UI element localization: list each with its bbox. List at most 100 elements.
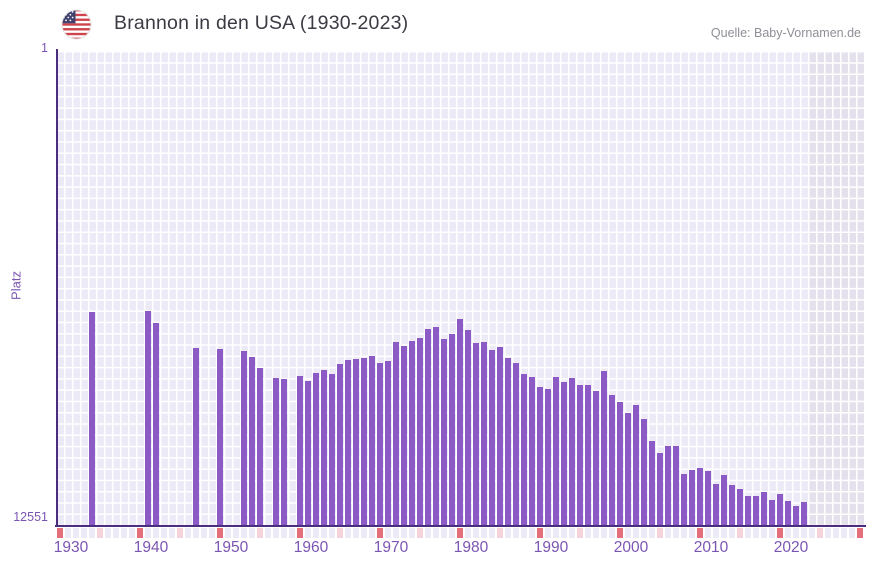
- bar-1964: [328, 374, 336, 525]
- bar-1991: [544, 388, 552, 525]
- ribbon-cell-1958: [280, 528, 288, 538]
- ribbon-cell-1931: [64, 528, 72, 538]
- ribbon-cell-1974: [408, 528, 416, 538]
- bar-1998: [600, 371, 608, 525]
- x-tick-label-2000: 2000: [613, 539, 649, 556]
- bar-1986: [504, 357, 512, 525]
- ribbon-cell-1963: [320, 528, 328, 538]
- ribbon-cell-1998: [600, 528, 608, 538]
- ribbon-cell-1993: [560, 528, 568, 538]
- ribbon-cell-2020: [776, 528, 784, 538]
- bar-1953: [240, 351, 248, 525]
- ribbon-cell-2005: [656, 528, 664, 538]
- bar-2006: [664, 445, 672, 525]
- bar-2021: [784, 501, 792, 525]
- ribbon-cell-1977: [432, 528, 440, 538]
- bar-2019: [768, 499, 776, 525]
- bar-1979: [448, 333, 456, 525]
- bar-1972: [392, 342, 400, 525]
- ribbon-cell-1949: [208, 528, 216, 538]
- ribbon-cell-1985: [496, 528, 504, 538]
- bar-1962: [312, 373, 320, 525]
- bar-2009: [688, 469, 696, 525]
- ribbon-cell-2023: [800, 528, 808, 538]
- ribbon-cell-1932: [72, 528, 80, 538]
- ribbon-cell-1945: [176, 528, 184, 538]
- ribbon-cell-1960: [296, 528, 304, 538]
- ribbon-cell-1952: [232, 528, 240, 538]
- ribbon-cell-1943: [160, 528, 168, 538]
- bar-1960: [296, 375, 304, 525]
- bar-1961: [304, 380, 312, 525]
- bar-1992: [552, 376, 560, 525]
- ribbon-cell-2019: [768, 528, 776, 538]
- bar-1996: [584, 384, 592, 525]
- bar-1966: [344, 360, 352, 525]
- ribbon-cell-1979: [448, 528, 456, 538]
- bar-2023: [800, 502, 808, 525]
- bar-2013: [720, 475, 728, 525]
- ribbon-cell-1987: [512, 528, 520, 538]
- ribbon-cell-2006: [664, 528, 672, 538]
- ribbon-cell-1940: [136, 528, 144, 538]
- ribbon-cell-1982: [472, 528, 480, 538]
- ribbon-cell-2029: [848, 528, 856, 538]
- bar-1999: [608, 395, 616, 525]
- us-flag-icon: [61, 9, 92, 40]
- ribbon-cell-2010: [696, 528, 704, 538]
- ribbon-cell-1956: [264, 528, 272, 538]
- bar-1982: [472, 342, 480, 525]
- bar-2007: [672, 446, 680, 525]
- x-tick-label-1940: 1940: [133, 539, 169, 556]
- ribbon-cell-2008: [680, 528, 688, 538]
- x-tick-label-1980: 1980: [453, 539, 489, 556]
- bar-2015: [736, 489, 744, 525]
- bar-2011: [704, 470, 712, 525]
- x-tick-label-2020: 2020: [773, 539, 809, 556]
- bar-2002: [632, 405, 640, 525]
- ribbon-cell-1997: [592, 528, 600, 538]
- ribbon-cell-2030: [856, 528, 864, 538]
- ribbon-cell-1951: [224, 528, 232, 538]
- ribbon-cell-1930: [56, 528, 64, 538]
- ribbon-cell-1934: [88, 528, 96, 538]
- bar-2014: [728, 485, 736, 525]
- ribbon-cell-2017: [752, 528, 760, 538]
- bar-1990: [536, 387, 544, 525]
- ribbon-cell-1938: [120, 528, 128, 538]
- bar-1975: [416, 337, 424, 525]
- bar-2000: [616, 401, 624, 525]
- bar-2003: [640, 419, 648, 525]
- ribbon-cell-1937: [112, 528, 120, 538]
- ribbon-cell-1946: [184, 528, 192, 538]
- ribbon-cell-1994: [568, 528, 576, 538]
- ribbon-cell-2011: [704, 528, 712, 538]
- ribbon-cell-1959: [288, 528, 296, 538]
- ribbon-cell-1980: [456, 528, 464, 538]
- ribbon-cell-1973: [400, 528, 408, 538]
- ribbon-cell-1990: [536, 528, 544, 538]
- ribbon-cell-2002: [632, 528, 640, 538]
- ribbon-cell-1948: [200, 528, 208, 538]
- bar-2018: [760, 492, 768, 525]
- bar-1970: [376, 362, 384, 525]
- bar-1993: [560, 381, 568, 525]
- bar-1985: [496, 347, 504, 525]
- ribbon-cell-2016: [744, 528, 752, 538]
- bar-1941: [144, 310, 152, 525]
- bar-1976: [424, 328, 432, 525]
- ribbon-cell-2024: [808, 528, 816, 538]
- ribbon-cell-1966: [344, 528, 352, 538]
- ribbon-cell-2018: [760, 528, 768, 538]
- bar-2001: [624, 412, 632, 525]
- bar-2016: [744, 495, 752, 525]
- ribbon-cell-2022: [792, 528, 800, 538]
- ribbon-cell-2000: [616, 528, 624, 538]
- bar-1958: [280, 379, 288, 525]
- bar-1965: [336, 364, 344, 525]
- ribbon-cell-1933: [80, 528, 88, 538]
- ribbon-cell-1986: [504, 528, 512, 538]
- ribbon-cell-1972: [392, 528, 400, 538]
- bar-2010: [696, 468, 704, 525]
